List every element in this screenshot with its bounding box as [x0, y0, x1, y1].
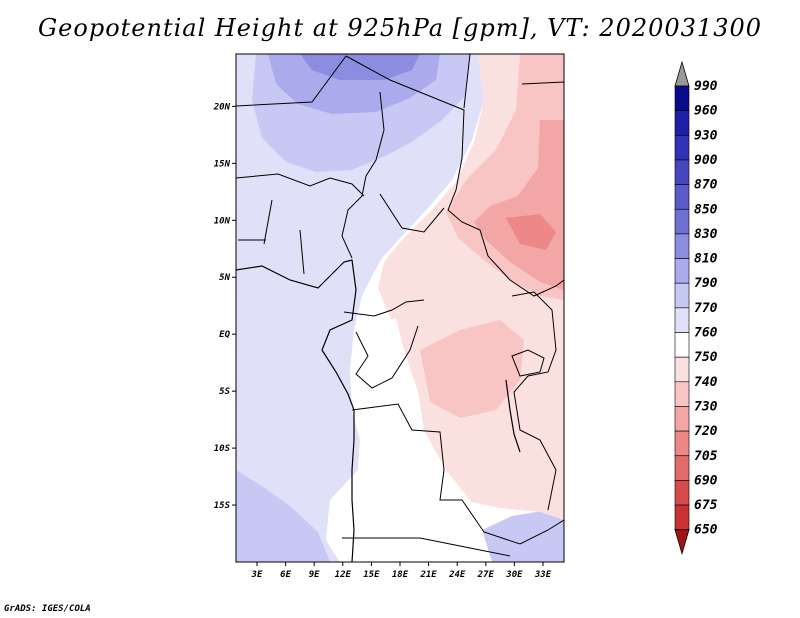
legend-level-label: 720 [694, 424, 718, 439]
legend-level-label: 830 [694, 227, 718, 242]
legend-swatch [674, 406, 690, 432]
legend-swatch [674, 480, 690, 506]
region-740-congo [420, 320, 524, 418]
latitude-axis: 20N 15N 10N 5N EQ 5S 10S 15S [213, 102, 236, 511]
lat-tick-label: 5N [219, 273, 230, 283]
legend-level-label: 930 [694, 128, 718, 143]
legend-top-arrow [674, 60, 690, 87]
lon-tick-label: 27E [477, 570, 495, 580]
lake-tanganyika [505, 379, 521, 453]
lon-tick-label: 18E [392, 570, 409, 580]
lon-tick-label: 24E [448, 570, 466, 580]
legend-level-label: 960 [694, 104, 718, 119]
legend-swatch [674, 135, 690, 161]
lon-tick-label: 3E [251, 570, 263, 580]
region-760-south [326, 318, 492, 562]
region-790-southeast [482, 510, 564, 562]
lon-tick-label: 30E [505, 570, 523, 580]
legend-level-label: 740 [694, 375, 718, 390]
lon-tick-label: 12E [335, 570, 352, 580]
legend-swatch [674, 85, 690, 111]
lat-tick-label: EQ [219, 330, 230, 340]
longitude-axis: 3E 6E 9E 12E 15E 18E 21E 24E 27E 30E 33E [251, 562, 552, 580]
legend-level-label: 870 [694, 178, 718, 193]
lon-tick-label: 21E [419, 570, 437, 580]
legend-level-label: 690 [694, 473, 718, 488]
legend-swatch [674, 504, 690, 530]
legend-swatch [674, 455, 690, 481]
lon-tick-label: 15E [363, 570, 380, 580]
color-legend: 990 960 930 900 870 850 830 810 790 770 760 750 740 7… [674, 60, 718, 556]
lat-tick-label: 10N [214, 216, 231, 226]
legend-swatch [674, 184, 690, 210]
legend-level-label: 705 [694, 449, 718, 464]
lat-tick-label: 5S [219, 387, 230, 397]
legend-level-label: 900 [694, 153, 718, 168]
region-720-east [506, 214, 556, 250]
lat-tick-label: 15N [214, 159, 231, 169]
legend-level-label: 750 [694, 350, 718, 365]
lat-tick-label: 10S [214, 444, 231, 454]
lake-victoria [511, 349, 545, 377]
lon-tick-label: 9E [309, 570, 320, 580]
lat-tick-label: 20N [213, 102, 231, 112]
legend-swatch [674, 233, 690, 259]
lat-tick-label: 15S [214, 501, 231, 511]
legend-level-label: 850 [694, 202, 718, 217]
country-borders [236, 54, 564, 557]
legend-swatch [674, 208, 690, 235]
coastline [236, 259, 357, 562]
legend-swatch [674, 332, 690, 358]
legend-swatch [674, 356, 690, 383]
legend-level-label: 990 [694, 79, 718, 94]
legend-swatch [674, 258, 690, 284]
region-790-southwest [236, 470, 330, 562]
grads-credit: GrADS: IGES/COLA [4, 604, 91, 614]
legend-bottom-arrow [674, 529, 690, 556]
legend-swatch [674, 430, 690, 457]
legend-level-label: 790 [694, 276, 718, 291]
legend-swatch [674, 381, 690, 407]
lon-tick-label: 6E [280, 570, 291, 580]
legend-level-label: 810 [694, 252, 718, 267]
legend-swatch [674, 159, 690, 185]
legend-swatch [674, 282, 690, 309]
legend-level-label: 760 [694, 326, 718, 341]
map-title: Geopotential Height at 925hPa [gpm], VT:… [38, 14, 762, 42]
lon-tick-label: 33E [534, 570, 552, 580]
region-830-north [300, 54, 420, 80]
legend-level-label: 730 [694, 399, 718, 414]
legend-level-label: 675 [694, 498, 718, 513]
legend-level-label: 770 [694, 301, 718, 316]
legend-swatch [674, 110, 690, 136]
legend-swatch [674, 307, 690, 333]
legend-level-label: 650 [694, 523, 718, 538]
